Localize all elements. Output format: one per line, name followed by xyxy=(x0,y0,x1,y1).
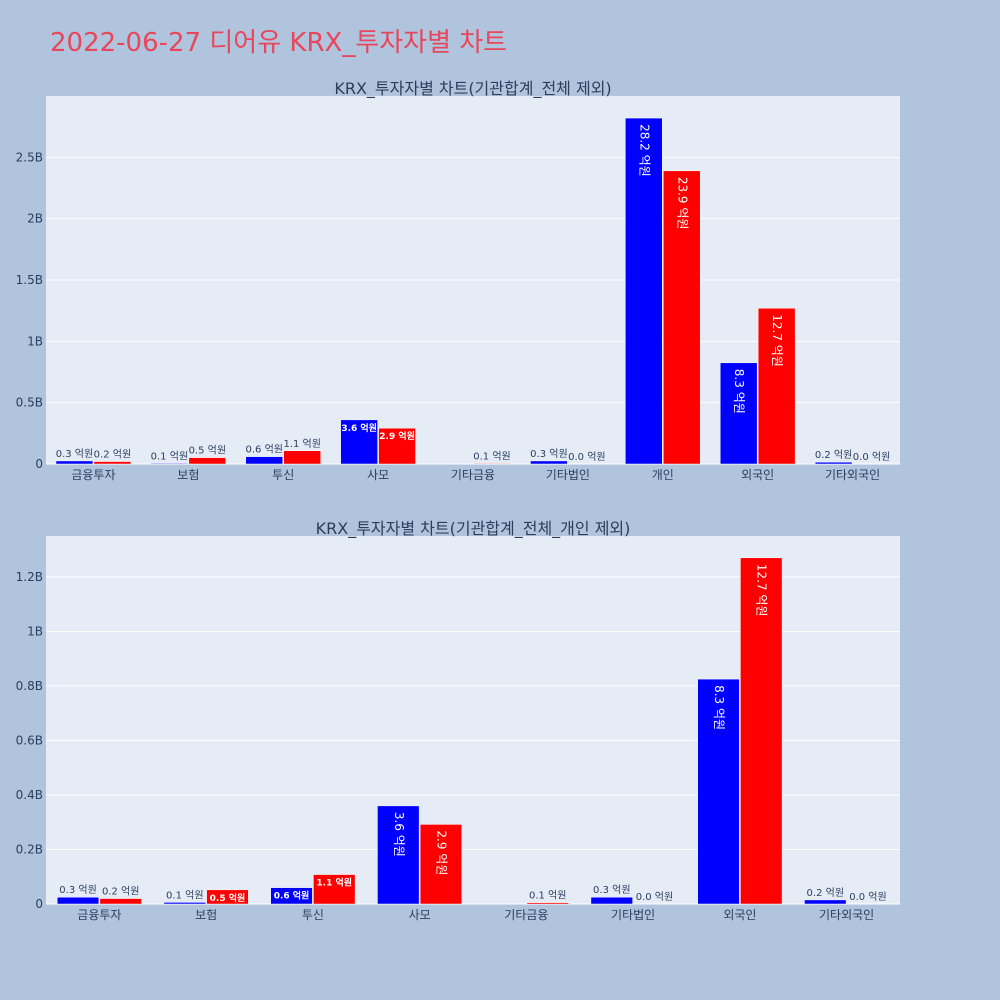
bar-label: 0.0 억원 xyxy=(849,891,886,903)
bar-label: 0.0 억원 xyxy=(636,891,673,903)
bar xyxy=(663,170,701,465)
bar-label: 0.1 억원 xyxy=(166,889,203,901)
bar-label: 0.2 억원 xyxy=(815,449,852,461)
y-tick-label: 1B xyxy=(27,334,43,348)
y-tick-label: 2.5B xyxy=(16,150,43,164)
bar-label: 0.1 억원 xyxy=(529,890,566,902)
bar-label: 2.9 억원 xyxy=(379,430,415,442)
bar-label: 1.1 억원 xyxy=(316,877,352,889)
chart-title: KRX_투자자별 차트(기관합계_전체 제외) xyxy=(334,79,611,99)
x-tick-label: 기타법인 xyxy=(611,908,655,922)
bar xyxy=(206,889,249,905)
bar xyxy=(804,899,847,905)
y-tick-label: 0.4B xyxy=(16,788,43,802)
x-tick-label: 개인 xyxy=(652,468,674,482)
bar-label: 8.3 억원 xyxy=(732,369,746,414)
bar-label: 0.6 억원 xyxy=(246,444,283,456)
bar-label: 1.1 억원 xyxy=(283,438,320,450)
y-tick-label: 0.2B xyxy=(16,842,43,856)
bar-label: 0.1 억원 xyxy=(473,450,510,462)
chart-title: KRX_투자자별 차트(기관합계_전체_개인 제외) xyxy=(316,519,631,539)
bar xyxy=(150,463,189,465)
bar xyxy=(697,678,740,905)
x-tick-label: 투신 xyxy=(302,908,324,922)
bar xyxy=(188,457,227,465)
bar xyxy=(340,419,378,465)
bar-label: 0.2 억원 xyxy=(102,886,139,898)
bar-label: 28.2 억원 xyxy=(637,124,651,177)
x-tick-label: 사모 xyxy=(367,468,389,482)
bar-label: 0.3 억원 xyxy=(530,448,567,460)
bar xyxy=(163,902,206,905)
bar-label: 12.7 억원 xyxy=(770,314,784,367)
bar xyxy=(99,898,142,905)
bar-label: 0.5 억원 xyxy=(189,445,226,457)
x-tick-label: 투신 xyxy=(272,468,294,482)
bar-label: 23.9 억원 xyxy=(675,177,689,230)
y-tick-label: 1B xyxy=(27,624,43,638)
bar-label: 0.1 억원 xyxy=(151,450,188,462)
bar-label: 12.7 억원 xyxy=(755,564,769,617)
y-tick-label: 1.2B xyxy=(16,570,43,584)
bar-label: 0.3 억원 xyxy=(59,884,96,896)
bar-label: 2.9 억원 xyxy=(434,830,448,875)
x-tick-label: 금융투자 xyxy=(77,908,121,922)
x-tick-label: 기타금융 xyxy=(451,468,495,482)
bar-label: 0.3 억원 xyxy=(593,884,630,896)
x-tick-label: 기타금융 xyxy=(504,908,548,922)
x-tick-label: 외국인 xyxy=(741,468,774,482)
bar xyxy=(740,557,783,905)
bar xyxy=(530,460,568,465)
bar-label: 0.0 억원 xyxy=(568,451,605,463)
bar-label: 0.6 억원 xyxy=(274,890,310,902)
y-tick-label: 0 xyxy=(35,457,43,471)
y-tick-label: 0.8B xyxy=(16,679,43,693)
y-tick-label: 0.5B xyxy=(16,396,43,410)
chart-2: KRX_투자자별 차트(기관합계_전체_개인 제외) 0 0.2B 0.4B 0.6B 0… xyxy=(16,519,900,922)
bar xyxy=(419,824,463,905)
bar xyxy=(473,463,511,465)
x-tick-label: 보험 xyxy=(195,908,217,922)
bar-label: 0.0 억원 xyxy=(853,451,890,463)
bar xyxy=(55,460,94,465)
x-tick-label: 기타외국인 xyxy=(819,908,874,922)
bar xyxy=(814,461,853,465)
x-tick-label: 보험 xyxy=(177,468,199,482)
x-tick-label: 금융투자 xyxy=(71,468,115,482)
y-tick-label: 0 xyxy=(35,897,43,911)
bar-label: 0.2 억원 xyxy=(94,449,131,461)
chart-1: KRX_투자자별 차트(기관합계_전체 제외) 0 0.5B 1B 1.5B 2B 2.5B… xyxy=(16,79,900,482)
bar xyxy=(377,805,420,905)
y-tick-label: 2B xyxy=(27,212,43,226)
x-tick-label: 외국인 xyxy=(723,908,756,922)
bar xyxy=(526,902,569,905)
page-title: 2022-06-27 디어유 KRX_투자자별 차트 xyxy=(50,28,508,58)
bar-label: 0.5 억원 xyxy=(210,892,246,904)
bar-label: 3.6 억원 xyxy=(341,422,377,434)
x-tick-label: 기타외국인 xyxy=(825,468,880,482)
bar xyxy=(757,307,796,465)
bar xyxy=(283,450,321,465)
bar xyxy=(313,874,356,905)
bar xyxy=(270,887,313,905)
y-tick-label: 0.6B xyxy=(16,733,43,747)
bar xyxy=(56,896,100,905)
bar xyxy=(590,896,633,905)
bar xyxy=(93,461,132,465)
bar xyxy=(719,362,758,465)
bar-label: 3.6 억원 xyxy=(392,812,406,857)
bar-label: 8.3 억원 xyxy=(712,685,726,730)
bar xyxy=(378,427,416,465)
bar xyxy=(245,456,283,465)
y-tick-label: 1.5B xyxy=(16,273,43,287)
bar xyxy=(625,117,663,465)
bar-label: 0.2 억원 xyxy=(807,887,844,899)
x-tick-label: 기타법인 xyxy=(546,468,590,482)
bar-label: 0.3 억원 xyxy=(56,448,93,460)
x-tick-label: 사모 xyxy=(409,908,431,922)
